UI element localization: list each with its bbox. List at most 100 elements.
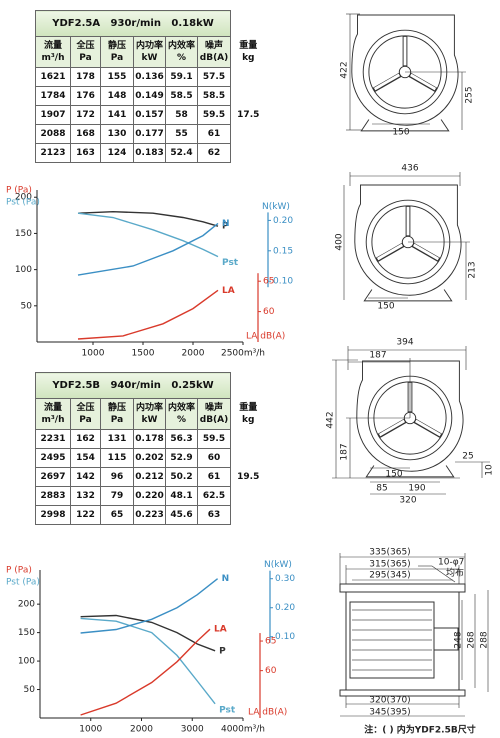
dimension-label: 345(395)	[369, 708, 410, 718]
dimension-lines	[332, 346, 490, 495]
y-axis-title: Pst (Pa)	[6, 578, 40, 588]
y-tick-label: 200	[18, 600, 35, 610]
dimension-label: 335(365)	[369, 548, 410, 558]
weight-cell: 17.5	[230, 67, 266, 163]
x-tick-label: 2000	[182, 349, 205, 359]
dimension-label: 268	[467, 631, 477, 648]
data-row: 2697 142 96 0.212 50.2 61	[35, 467, 266, 487]
y3-tick-label: 60	[263, 307, 275, 317]
series-label: Pst	[219, 705, 236, 715]
header-line: dB(A)	[199, 53, 229, 63]
fan-front-view	[352, 15, 458, 131]
header-line: 内功率	[135, 41, 163, 51]
dimension-label: 295(345)	[369, 571, 410, 581]
dimension-label: 190	[408, 484, 425, 494]
header-line: 重量	[239, 41, 258, 51]
series-label: P	[219, 646, 226, 656]
table-title: YDF2.5A 930r/min 0.18kW	[34, 10, 232, 37]
header-line: 重量	[239, 403, 258, 413]
column-header: 流量 m³/h	[35, 398, 71, 430]
header-line: %	[176, 53, 187, 63]
series-line	[80, 617, 216, 705]
data-row: 1621 178 155 0.136 59.1 57.5 17.5	[35, 67, 266, 163]
header-line: kW	[141, 53, 158, 63]
dimension-label: 394	[396, 338, 413, 348]
y2-axis-title: N(kW)	[264, 560, 292, 570]
header-line: 内效率	[167, 403, 195, 413]
data-row: 2883 132 79 0.220 48.1 62.5	[35, 486, 266, 506]
blank-cell	[230, 10, 266, 37]
y2-tick-label: 0.15	[273, 246, 293, 256]
series-line	[77, 289, 219, 340]
header-line: Pa	[79, 53, 92, 63]
table-cell: 163	[70, 143, 101, 163]
dimension-label: 25	[462, 452, 473, 462]
series-line	[77, 222, 219, 276]
series-line	[80, 628, 211, 716]
y-tick-label: 100	[15, 265, 32, 275]
column-header: 全压 Pa	[70, 398, 101, 430]
header-line: kW	[141, 415, 158, 425]
y2-axis-title: N(kW)	[262, 202, 290, 212]
dimension-label: 150	[392, 128, 409, 138]
series-label: Pst	[222, 258, 239, 268]
title-row: YDF2.5A 930r/min 0.18kW	[34, 10, 266, 37]
y-tick-label: 50	[21, 301, 33, 311]
y-tick-label: 100	[18, 657, 35, 667]
header-line: 流量	[43, 41, 62, 51]
header-line: 静压	[107, 41, 126, 51]
header-line: 静压	[107, 403, 126, 413]
data-row: 2998 122 65 0.223 45.6 63	[35, 505, 266, 525]
dimension-lines	[343, 172, 470, 300]
dimension-label: 248	[454, 631, 464, 648]
fan-front-view	[355, 185, 461, 301]
table-cell: 52.4	[165, 143, 198, 163]
header-line: 噪声	[205, 403, 224, 413]
data-row: 2123 163 124 0.183 52.4 62	[35, 143, 266, 163]
header-line: Pa	[110, 53, 124, 63]
y3-tick-label: 65	[265, 637, 276, 647]
y-tick-label: 200	[15, 193, 32, 203]
y2-tick-label: 0.20	[273, 216, 293, 226]
header-line: 内效率	[167, 41, 195, 51]
dimension-label: 10-φ7	[438, 558, 464, 568]
header-line: kg	[242, 53, 255, 63]
dimension-lines	[346, 13, 466, 131]
data-row: 2495 154 115 0.202 52.9 60	[35, 448, 266, 468]
dimension-label: 187	[340, 443, 350, 460]
y2-tick-label: 0.30	[275, 574, 295, 584]
series-label: LA	[214, 625, 227, 635]
dimension-label: 150	[377, 302, 394, 312]
y2-tick-label: 0.10	[275, 632, 295, 642]
fan-side-view	[339, 583, 466, 697]
column-header: 重量 kg	[230, 36, 266, 68]
y2-tick-label: 0.10	[273, 277, 293, 287]
table-cell: 63	[196, 505, 232, 525]
x-tick-label: 1000	[82, 349, 105, 359]
series-line	[80, 578, 219, 634]
y-axis-title: P (Pa)	[6, 566, 32, 576]
dimension-label: 320	[399, 496, 416, 506]
header-line: dB(A)	[199, 415, 229, 425]
x-tick-label: 3000	[181, 725, 204, 735]
spec-table: YDF2.5A 930r/min 0.18kW 流量 m³/h 全压 Pa 静压 Pa 内功率…	[34, 10, 266, 163]
header-line: 内功率	[135, 403, 163, 413]
x-tick-label: 1000	[79, 725, 102, 735]
dimension-lines	[339, 553, 489, 717]
dimension-label: 255	[465, 86, 475, 103]
dimension-label: 213	[468, 261, 478, 278]
dimension-label: 288	[480, 631, 490, 648]
data-row: 1907 172 141 0.157 58 59.5	[35, 105, 266, 125]
table-cell: 65	[100, 505, 134, 525]
x-tick-label: 2500m³/h	[221, 349, 265, 359]
y3-tick-label: 60	[265, 666, 277, 676]
column-header: 噪声 dB(A)	[196, 398, 232, 430]
x-tick-label: 4000m³/h	[221, 725, 265, 735]
y-tick-label: 150	[18, 628, 35, 638]
series-line	[77, 212, 219, 258]
header-line: Pa	[110, 415, 124, 425]
dimension-label: 442	[326, 411, 336, 428]
data-row: 1784 176 148 0.149 58.5 58.5	[35, 86, 266, 106]
y3-tick-label: 65	[263, 277, 274, 287]
